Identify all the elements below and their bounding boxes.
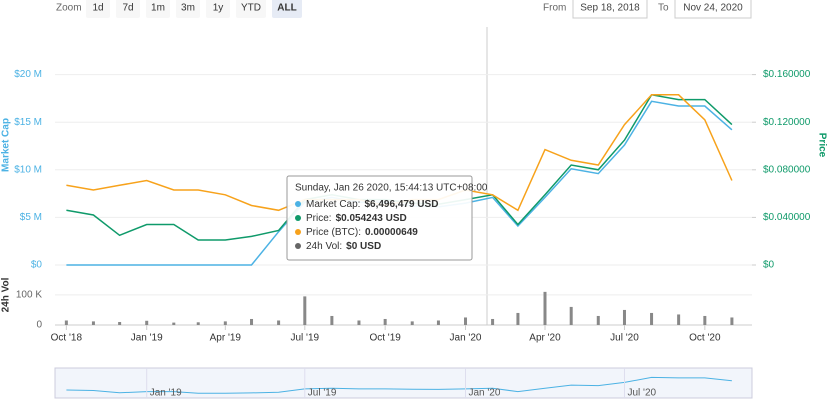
volume-bar bbox=[91, 321, 95, 325]
tooltip-title: Sunday, Jan 26 2020, 15:44:13 UTC+08:00 bbox=[295, 183, 488, 194]
tooltip-value: $0 USD bbox=[346, 241, 381, 252]
x-tick-label: Jan '19 bbox=[131, 333, 163, 344]
tooltip-label: 24h Vol: bbox=[306, 241, 342, 252]
volume-bar bbox=[464, 317, 468, 325]
tooltip-label: Price: bbox=[306, 213, 332, 224]
tooltip-row: Price: $0.054243 USD bbox=[306, 213, 407, 224]
y-tick-label: $15 M bbox=[14, 117, 42, 128]
y2-tick-label: $0 bbox=[763, 260, 775, 271]
volume-bar bbox=[277, 320, 281, 325]
tooltip-value: 0.00000649 bbox=[365, 227, 418, 238]
volume-bar bbox=[303, 296, 307, 325]
y2-tick-label: $0.120000 bbox=[763, 117, 811, 128]
volume-bar bbox=[330, 315, 334, 325]
y2-tick-label: $0.080000 bbox=[763, 164, 811, 175]
volume-bar bbox=[223, 321, 227, 325]
to-input[interactable] bbox=[674, 0, 752, 19]
zoom-button[interactable] bbox=[206, 0, 230, 18]
from-date: Sep 18, 2018 bbox=[580, 3, 640, 14]
tooltip-dot bbox=[295, 243, 301, 249]
zoom-button-label: 1y bbox=[213, 3, 224, 14]
x-tick-label: Jan '20 bbox=[450, 333, 482, 344]
tooltip-row: Price (BTC): 0.00000649 bbox=[306, 227, 418, 238]
volume-bar bbox=[118, 321, 122, 325]
navigator-tick-label: Jul '19 bbox=[308, 388, 337, 399]
x-tick-label: Oct '19 bbox=[369, 333, 401, 344]
volume-bar bbox=[383, 318, 387, 325]
zoom-button-label: 3m bbox=[181, 3, 195, 14]
from-label: From bbox=[543, 3, 566, 14]
navigator-tick-label: Jan '20 bbox=[469, 388, 501, 399]
navigator-line bbox=[66, 376, 732, 394]
zoom-label: Zoom bbox=[56, 3, 82, 14]
volume-bar bbox=[622, 309, 626, 325]
to-label: To bbox=[658, 3, 669, 14]
y-axis-title: Market Cap bbox=[1, 118, 12, 172]
zoom-button[interactable] bbox=[86, 0, 110, 18]
volume-bar bbox=[703, 315, 707, 325]
vol-axis-title: 24h Vol bbox=[1, 277, 12, 312]
x-tick-label: Oct '20 bbox=[689, 333, 721, 344]
zoom-button-label: ALL bbox=[277, 3, 296, 14]
vol-tick-label: 100 K bbox=[16, 290, 42, 301]
vol-tick-label: 0 bbox=[36, 320, 42, 331]
volume-bar bbox=[596, 315, 600, 325]
navigator-tick-label: Jan '19 bbox=[150, 388, 182, 399]
volume-bar bbox=[250, 318, 254, 325]
tooltip-dot bbox=[295, 229, 301, 235]
y-tick-label: $10 M bbox=[14, 164, 42, 175]
y-tick-label: $5 M bbox=[20, 212, 42, 223]
y-tick-label: $0 bbox=[31, 260, 43, 271]
zoom-button[interactable] bbox=[272, 0, 302, 18]
zoom-button-label: 1m bbox=[151, 3, 165, 14]
volume-bar bbox=[410, 321, 414, 325]
zoom-button[interactable] bbox=[146, 0, 170, 18]
tooltip-dot bbox=[295, 215, 301, 221]
y2-tick-label: $0.040000 bbox=[763, 212, 811, 223]
volume-bar bbox=[569, 306, 573, 325]
to-date: Nov 24, 2020 bbox=[683, 3, 743, 14]
volume-bar bbox=[730, 317, 734, 325]
volume-bar bbox=[650, 312, 654, 325]
volume-bar bbox=[516, 312, 520, 325]
x-tick-label: Apr '19 bbox=[210, 333, 242, 344]
tooltip-row: 24h Vol: $0 USD bbox=[306, 241, 381, 252]
tooltip-dot bbox=[295, 201, 301, 207]
tooltip-label: Market Cap: bbox=[306, 199, 360, 210]
x-tick-label: Jul '20 bbox=[610, 333, 639, 344]
volume-bar bbox=[491, 318, 495, 325]
y2-tick-label: $0.160000 bbox=[763, 69, 811, 80]
zoom-button-label: YTD bbox=[241, 3, 261, 14]
zoom-button[interactable] bbox=[116, 0, 140, 18]
navigator[interactable] bbox=[54, 367, 753, 399]
tooltip-value: $0.054243 USD bbox=[336, 213, 407, 224]
volume-bar bbox=[145, 320, 149, 325]
x-tick-label: Apr '20 bbox=[529, 333, 561, 344]
tooltip-value: $6,496,479 USD bbox=[364, 199, 438, 210]
from-input[interactable] bbox=[572, 0, 648, 19]
y2-axis-title: Price bbox=[816, 133, 827, 158]
x-tick-label: Jul '19 bbox=[291, 333, 320, 344]
volume-bar bbox=[357, 320, 361, 325]
tooltip-label: Price (BTC): bbox=[306, 227, 361, 238]
volume-bar bbox=[677, 314, 681, 325]
y-tick-label: $20 M bbox=[14, 69, 42, 80]
navigator-tick-label: Jul '20 bbox=[627, 388, 656, 399]
volume-bar bbox=[196, 322, 200, 325]
zoom-button[interactable] bbox=[236, 0, 266, 18]
volume-bar bbox=[436, 320, 440, 325]
volume-bar bbox=[172, 322, 176, 325]
tooltip bbox=[286, 175, 473, 261]
zoom-button-label: 1d bbox=[92, 3, 103, 14]
tooltip-row: Market Cap: $6,496,479 USD bbox=[306, 199, 438, 210]
volume-bar bbox=[543, 291, 547, 325]
x-tick-label: Oct '18 bbox=[51, 333, 83, 344]
zoom-button-label: 7d bbox=[122, 3, 133, 14]
zoom-button[interactable] bbox=[176, 0, 200, 18]
volume-bar bbox=[64, 320, 68, 325]
